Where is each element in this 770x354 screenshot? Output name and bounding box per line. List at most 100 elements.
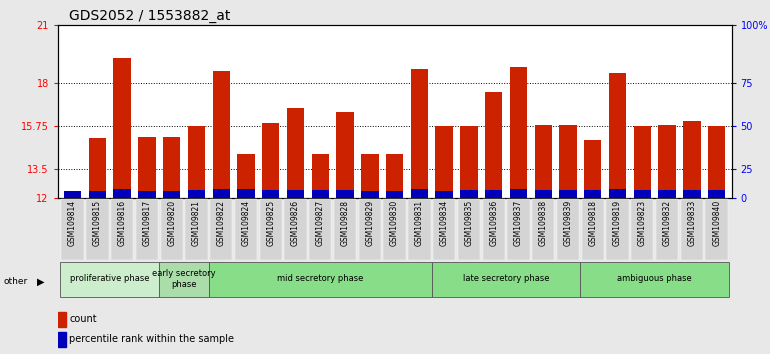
- Text: GSM109825: GSM109825: [266, 200, 275, 246]
- Text: GSM109837: GSM109837: [514, 200, 523, 246]
- Text: GSM109840: GSM109840: [712, 200, 721, 246]
- Bar: [634, 190, 651, 198]
- Bar: [188, 126, 205, 198]
- Text: GSM109829: GSM109829: [365, 200, 374, 246]
- FancyBboxPatch shape: [334, 199, 357, 259]
- FancyBboxPatch shape: [60, 262, 159, 297]
- FancyBboxPatch shape: [631, 199, 654, 259]
- Text: GSM109839: GSM109839: [564, 200, 573, 246]
- FancyBboxPatch shape: [235, 199, 257, 259]
- FancyBboxPatch shape: [705, 199, 728, 259]
- FancyBboxPatch shape: [259, 199, 282, 259]
- Text: GSM109820: GSM109820: [167, 200, 176, 246]
- Bar: [534, 125, 552, 198]
- Bar: [708, 126, 725, 198]
- Bar: [113, 58, 131, 198]
- FancyBboxPatch shape: [607, 199, 628, 259]
- Text: percentile rank within the sample: percentile rank within the sample: [69, 335, 234, 344]
- Text: GSM109835: GSM109835: [464, 200, 474, 246]
- Bar: [609, 73, 626, 198]
- Bar: [460, 190, 477, 198]
- FancyBboxPatch shape: [433, 199, 455, 259]
- FancyBboxPatch shape: [507, 199, 530, 259]
- Text: GSM109827: GSM109827: [316, 200, 325, 246]
- Text: GSM109833: GSM109833: [688, 200, 696, 246]
- Text: mid secretory phase: mid secretory phase: [277, 274, 363, 284]
- Bar: [58, 312, 66, 327]
- Bar: [510, 67, 527, 198]
- Bar: [64, 191, 82, 198]
- Text: GSM109838: GSM109838: [539, 200, 547, 246]
- Text: GSM109815: GSM109815: [93, 200, 102, 246]
- Bar: [485, 190, 502, 198]
- Text: GSM109817: GSM109817: [142, 200, 152, 246]
- Text: proliferative phase: proliferative phase: [70, 274, 149, 284]
- FancyBboxPatch shape: [581, 262, 729, 297]
- Bar: [609, 189, 626, 198]
- Bar: [64, 194, 82, 198]
- Bar: [510, 189, 527, 198]
- Bar: [287, 190, 304, 198]
- Text: GSM109824: GSM109824: [242, 200, 250, 246]
- Text: count: count: [69, 314, 97, 325]
- Text: GSM109816: GSM109816: [118, 200, 126, 246]
- Bar: [361, 191, 379, 198]
- Bar: [237, 189, 255, 198]
- FancyBboxPatch shape: [136, 199, 158, 259]
- Text: GSM109819: GSM109819: [613, 200, 622, 246]
- FancyBboxPatch shape: [210, 199, 233, 259]
- Bar: [139, 191, 156, 198]
- Bar: [683, 190, 701, 198]
- Bar: [188, 190, 205, 198]
- Bar: [534, 190, 552, 198]
- FancyBboxPatch shape: [310, 199, 331, 259]
- Text: GSM109821: GSM109821: [192, 200, 201, 246]
- Bar: [436, 191, 453, 198]
- Bar: [163, 137, 180, 198]
- FancyBboxPatch shape: [359, 199, 381, 259]
- Bar: [386, 191, 403, 198]
- Text: GSM109828: GSM109828: [340, 200, 350, 246]
- Bar: [436, 126, 453, 198]
- Bar: [658, 125, 676, 198]
- Text: GSM109830: GSM109830: [390, 200, 399, 246]
- Text: GSM109832: GSM109832: [663, 200, 671, 246]
- Bar: [336, 190, 353, 198]
- Bar: [386, 154, 403, 198]
- FancyBboxPatch shape: [159, 262, 209, 297]
- Bar: [683, 121, 701, 198]
- Bar: [163, 191, 180, 198]
- Bar: [237, 154, 255, 198]
- Bar: [312, 190, 329, 198]
- FancyBboxPatch shape: [161, 199, 182, 259]
- FancyBboxPatch shape: [581, 199, 604, 259]
- Bar: [213, 189, 230, 198]
- FancyBboxPatch shape: [62, 199, 84, 259]
- Bar: [485, 92, 502, 198]
- Text: GSM109823: GSM109823: [638, 200, 647, 246]
- Bar: [410, 189, 428, 198]
- Text: GSM109826: GSM109826: [291, 200, 300, 246]
- Bar: [287, 108, 304, 198]
- Bar: [58, 332, 66, 347]
- FancyBboxPatch shape: [209, 262, 432, 297]
- FancyBboxPatch shape: [284, 199, 306, 259]
- Text: ▶: ▶: [37, 276, 45, 286]
- FancyBboxPatch shape: [681, 199, 703, 259]
- Bar: [460, 126, 477, 198]
- Text: GDS2052 / 1553882_at: GDS2052 / 1553882_at: [69, 9, 231, 23]
- Bar: [559, 190, 577, 198]
- FancyBboxPatch shape: [557, 199, 579, 259]
- Bar: [262, 190, 280, 198]
- FancyBboxPatch shape: [656, 199, 678, 259]
- FancyBboxPatch shape: [483, 199, 505, 259]
- Bar: [336, 112, 353, 198]
- Bar: [89, 138, 106, 198]
- FancyBboxPatch shape: [458, 199, 480, 259]
- Text: GSM109818: GSM109818: [588, 200, 598, 246]
- FancyBboxPatch shape: [432, 262, 581, 297]
- Text: late secretory phase: late secretory phase: [463, 274, 549, 284]
- Text: GSM109831: GSM109831: [415, 200, 424, 246]
- Bar: [113, 189, 131, 198]
- FancyBboxPatch shape: [408, 199, 430, 259]
